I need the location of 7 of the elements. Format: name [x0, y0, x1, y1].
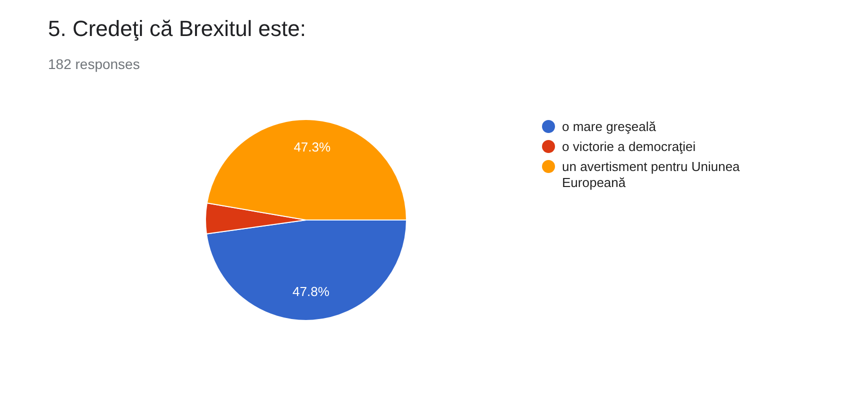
legend-label: un avertisment pentru Uniunea Europeană — [562, 159, 741, 191]
data-label: 47.8% — [292, 284, 330, 299]
legend-label: o mare greşeală — [562, 119, 656, 135]
data-label: 47.3% — [294, 139, 331, 154]
chart-title: 5. Credeţi că Brexitul este: — [48, 16, 306, 42]
text: 182 responses — [48, 56, 140, 72]
legend-label: o victorie a democraţiei — [562, 139, 696, 155]
